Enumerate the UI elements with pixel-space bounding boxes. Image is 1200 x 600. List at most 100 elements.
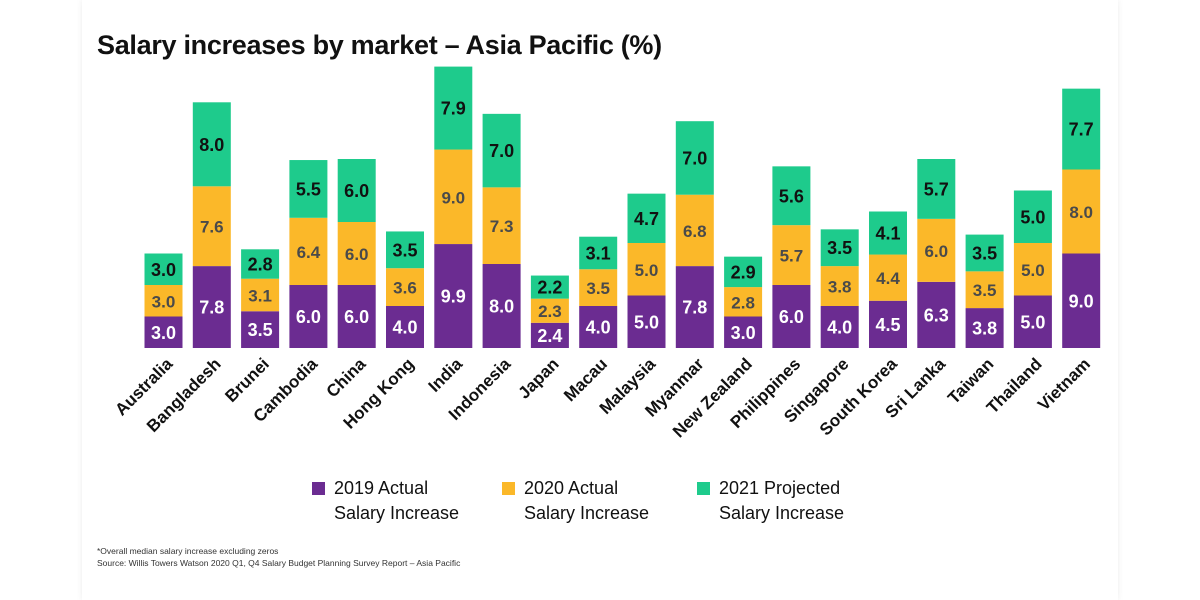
value-label-2019-new-zealand: 3.0 — [731, 323, 756, 343]
value-label-2020-macau: 3.5 — [586, 279, 610, 298]
bar-segment-2019-cambodia — [289, 285, 328, 348]
bar-segment-2021-cambodia — [289, 160, 328, 218]
category-label-vietnam: Vietnam — [1034, 354, 1094, 414]
bar-segment-2020-china — [337, 222, 376, 285]
bar-segment-2020-thailand — [1013, 243, 1052, 296]
value-label-2019-thailand: 5.0 — [1020, 312, 1045, 332]
value-label-2019-singapore: 4.0 — [827, 318, 852, 338]
value-label-2021-australia: 3.0 — [151, 260, 176, 280]
value-label-2019-south-korea: 4.5 — [875, 315, 900, 335]
value-label-2021-south-korea: 4.1 — [875, 224, 900, 244]
legend-label-2019: 2019 Actual Salary Increase — [334, 476, 554, 526]
value-label-2021-myanmar: 7.0 — [682, 148, 707, 168]
bar-segment-2021-macau — [579, 236, 618, 270]
value-label-2021-macau: 3.1 — [586, 243, 611, 263]
value-label-2021-hong-kong: 3.5 — [392, 240, 417, 260]
value-label-2021-india: 7.9 — [441, 99, 466, 119]
value-label-2019-china: 6.0 — [344, 307, 369, 327]
value-label-2019-malaysia: 5.0 — [634, 312, 659, 332]
bar-segment-2019-malaysia — [627, 295, 666, 348]
legend-label-2020-line2: Salary Increase — [524, 503, 650, 523]
value-label-2020-new-zealand: 2.8 — [731, 293, 755, 312]
value-label-2021-vietnam: 7.7 — [1069, 120, 1094, 140]
bar-segment-2020-singapore — [820, 266, 859, 306]
bar-segment-2021-vietnam — [1062, 88, 1101, 170]
bar-segment-2019-india — [434, 244, 473, 348]
bar-segment-2021-sri-lanka — [917, 159, 956, 219]
bar-segment-2021-india — [434, 66, 473, 150]
bar-segment-2021-south-korea — [869, 211, 907, 255]
bar-segment-2021-singapore — [820, 229, 859, 267]
value-label-2019-japan: 2.4 — [537, 326, 562, 346]
bar-segment-2021-hong-kong — [386, 231, 424, 269]
value-label-2020-hong-kong: 3.6 — [393, 279, 417, 298]
value-label-2021-cambodia: 5.5 — [296, 179, 321, 199]
legend-swatch-2020 — [502, 482, 515, 495]
bar-segment-2020-taiwan — [965, 271, 1004, 309]
category-label-japan: Japan — [515, 354, 563, 402]
bar-segment-2020-vietnam — [1062, 169, 1101, 254]
bar-segment-2021-taiwan — [965, 234, 1004, 272]
category-label-india: India — [425, 354, 467, 396]
value-label-2020-sri-lanka: 6.0 — [924, 242, 948, 261]
bar-segment-2019-china — [337, 285, 376, 348]
legend-label-2019-line1: 2019 Actual — [334, 478, 429, 498]
bar-segment-2020-cambodia — [289, 217, 328, 285]
value-label-2020-myanmar: 6.8 — [683, 222, 707, 241]
value-label-2021-malaysia: 4.7 — [634, 209, 659, 229]
value-label-2021-philippines: 5.6 — [779, 186, 804, 206]
legend-label-2021: 2021 Projected Salary Increase — [719, 476, 939, 526]
legend: 2019 Actual Salary Increase 2020 Actual … — [0, 476, 1200, 536]
value-label-2019-indonesia: 8.0 — [489, 297, 514, 317]
bar-segment-2020-philippines — [772, 225, 811, 285]
bar-segment-2021-malaysia — [627, 193, 666, 243]
value-label-2019-vietnam: 9.0 — [1069, 291, 1094, 311]
value-label-2021-brunei: 2.8 — [248, 255, 273, 275]
value-label-2021-japan: 2.2 — [537, 278, 562, 298]
value-label-2021-bangladesh: 8.0 — [199, 135, 224, 155]
value-label-2019-india: 9.9 — [441, 287, 466, 307]
bar-segment-2020-brunei — [241, 278, 280, 312]
value-label-2020-vietnam: 8.0 — [1069, 203, 1093, 222]
legend-swatch-2021 — [697, 482, 710, 495]
value-label-2019-sri-lanka: 6.3 — [924, 305, 949, 325]
bar-segment-2021-japan — [530, 275, 569, 299]
value-label-2020-thailand: 5.0 — [1021, 261, 1045, 280]
footnote: *Overall median salary increase excludin… — [97, 546, 279, 556]
bar-segment-2019-sri-lanka — [917, 281, 956, 348]
value-label-2021-taiwan: 3.5 — [972, 243, 997, 263]
value-label-2019-myanmar: 7.8 — [682, 298, 707, 318]
legend-label-2019-line2: Salary Increase — [334, 503, 460, 523]
legend-label-2021-line2: Salary Increase — [719, 503, 845, 523]
bar-segment-2020-myanmar — [675, 194, 714, 267]
value-label-2020-singapore: 3.8 — [828, 278, 852, 297]
bar-segment-2019-brunei — [241, 311, 280, 348]
bar-segment-2019-thailand — [1013, 295, 1052, 348]
bar-segment-2021-thailand — [1013, 190, 1052, 243]
value-label-2019-philippines: 6.0 — [779, 307, 804, 327]
bar-segment-2020-japan — [530, 298, 569, 323]
value-label-2020-australia: 3.0 — [152, 292, 176, 311]
chart-title: Salary increases by market – Asia Pacifi… — [97, 30, 662, 60]
value-label-2021-china: 6.0 — [344, 181, 369, 201]
value-label-2019-brunei: 3.5 — [248, 320, 273, 340]
bar-segment-2019-philippines — [772, 285, 811, 348]
value-label-2020-japan: 2.3 — [538, 302, 562, 321]
value-label-2021-indonesia: 7.0 — [489, 141, 514, 161]
value-label-2021-singapore: 3.5 — [827, 238, 852, 258]
bar-segment-2020-sri-lanka — [917, 218, 956, 282]
bar-segment-2020-macau — [579, 269, 618, 306]
value-label-2020-bangladesh: 7.6 — [200, 218, 224, 237]
bar-segment-2019-new-zealand — [724, 316, 763, 348]
bar-segment-2019-indonesia — [482, 264, 521, 348]
stacked-bar-chart: 3.03.03.0Australia7.87.68.0Bangladesh3.5… — [111, 66, 1101, 441]
legend-swatch-2019 — [312, 482, 325, 495]
legend-label-2021-line1: 2021 Projected — [719, 478, 841, 498]
bar-segment-2021-myanmar — [675, 121, 714, 195]
category-label-china: China — [323, 354, 370, 401]
value-label-2019-australia: 3.0 — [151, 323, 176, 343]
value-label-2021-sri-lanka: 5.7 — [924, 179, 949, 199]
value-label-2020-south-korea: 4.4 — [876, 269, 900, 288]
bar-segment-2021-brunei — [241, 249, 280, 279]
legend-label-2020-line1: 2020 Actual — [524, 478, 619, 498]
